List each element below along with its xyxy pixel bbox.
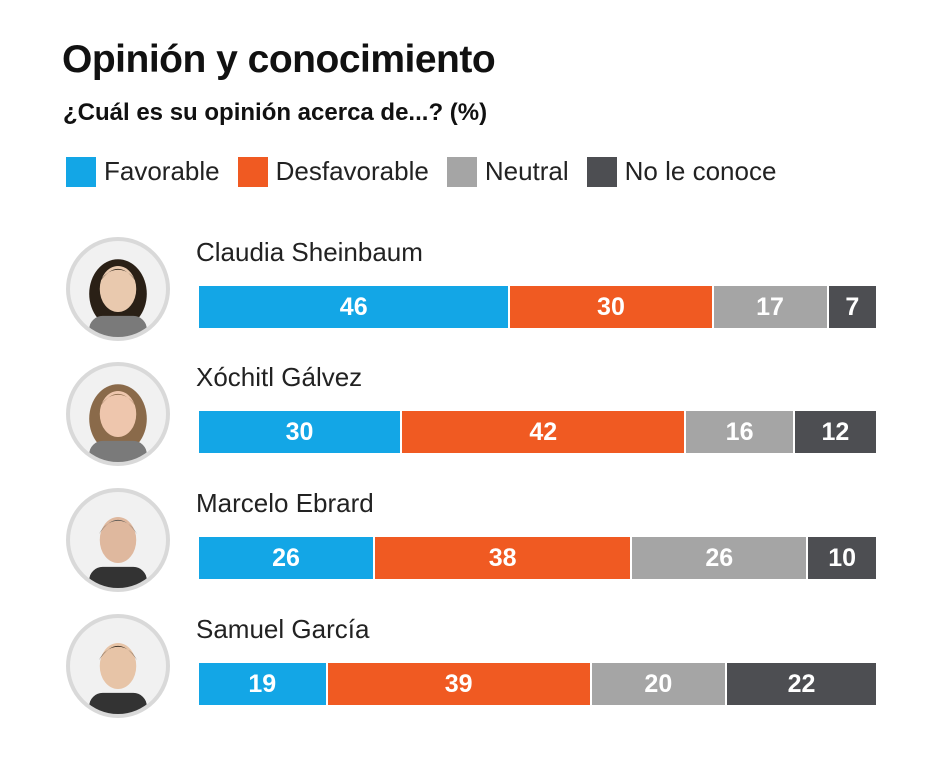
avatar (66, 362, 170, 466)
stacked-bar: 26 38 26 10 (199, 537, 876, 579)
bar-segment-no-le-conoce: 10 (808, 537, 876, 579)
chart-title: Opinión y conocimiento (62, 38, 496, 81)
legend-item-neutral: Neutral (446, 156, 569, 187)
legend-label: No le conoce (624, 156, 777, 186)
chart-row: Claudia Sheinbaum 46 30 17 7 (0, 237, 950, 357)
bar-segment-neutral: 20 (591, 663, 728, 705)
legend-swatch-neutral (446, 156, 477, 187)
bar-segment-desfavorable: 42 (402, 411, 687, 453)
legend-label: Favorable (104, 156, 220, 186)
bar-segment-favorable: 19 (199, 663, 328, 705)
bar-segment-favorable: 26 (199, 537, 376, 579)
legend: Favorable Desfavorable Neutral No le con… (66, 156, 794, 187)
category-label: Samuel García (196, 614, 370, 644)
chart-subtitle: ¿Cuál es su opinión acerca de...? (%) (63, 99, 488, 126)
legend-item-no-le-conoce: No le conoce (586, 156, 777, 187)
bar-segment-favorable: 30 (199, 411, 403, 453)
legend-swatch-desfavorable (237, 156, 268, 187)
bar-segment-desfavorable: 30 (510, 286, 714, 328)
bar-segment-neutral: 16 (686, 411, 795, 453)
stacked-bar: 30 42 16 12 (199, 411, 876, 453)
avatar (66, 488, 170, 592)
chart-row: Samuel García 19 39 20 22 (0, 614, 950, 734)
legend-item-favorable: Favorable (66, 156, 220, 187)
bar-segment-no-le-conoce: 22 (727, 663, 876, 705)
bar-segment-desfavorable: 38 (375, 537, 633, 579)
chart-row: Marcelo Ebrard 26 38 26 10 (0, 488, 950, 608)
chart-row: Xóchitl Gálvez 30 42 16 12 (0, 362, 950, 482)
legend-swatch-favorable (66, 156, 96, 187)
legend-label: Desfavorable (275, 156, 429, 186)
legend-swatch-no-le-conoce (586, 156, 617, 187)
stacked-bar: 46 30 17 7 (199, 286, 876, 328)
legend-item-desfavorable: Desfavorable (237, 156, 429, 187)
category-label: Marcelo Ebrard (196, 488, 374, 518)
avatar (66, 237, 170, 341)
bar-segment-no-le-conoce: 12 (794, 411, 876, 453)
bar-segment-favorable: 46 (199, 286, 511, 328)
stacked-bar: 19 39 20 22 (199, 663, 876, 705)
bar-segment-neutral: 17 (713, 286, 829, 328)
avatar (66, 614, 170, 718)
category-label: Claudia Sheinbaum (196, 237, 423, 267)
bar-segment-no-le-conoce: 7 (828, 286, 876, 328)
legend-label: Neutral (484, 156, 569, 186)
bar-segment-desfavorable: 39 (327, 663, 592, 705)
category-label: Xóchitl Gálvez (196, 362, 363, 392)
bar-segment-neutral: 26 (632, 537, 809, 579)
